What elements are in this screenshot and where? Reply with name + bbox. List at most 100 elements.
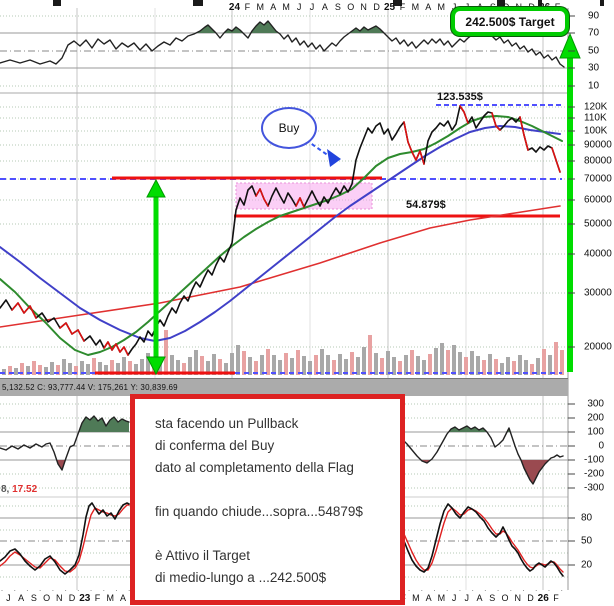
rsi-scale-label: 30 [588, 62, 600, 74]
month-label: J [451, 593, 457, 603]
month-label: J [451, 2, 457, 12]
long-trendline-red [0, 205, 561, 328]
momentum-under-fill [387, 460, 563, 484]
rsi-scale-label: 10 [588, 80, 600, 92]
volume-bar [548, 355, 552, 375]
volume-bar [158, 362, 162, 375]
price-down-segment [59, 322, 85, 342]
price-down-segment [295, 197, 305, 208]
volume-bar [410, 350, 414, 375]
volume-bar [260, 355, 264, 375]
stoch-scale-label: 50 [581, 535, 593, 547]
price-down-segment [11, 302, 37, 319]
analysis-note-box[interactable]: sta facendo un Pullback di conferma del B… [130, 394, 405, 605]
month-label: O [501, 593, 509, 603]
volume-bar [308, 361, 312, 375]
month-label: D [373, 2, 380, 12]
volume-bar [356, 357, 360, 375]
volume-bar [98, 362, 102, 375]
year-label: 24 [228, 2, 241, 13]
fast-ma-green [0, 115, 563, 356]
month-label: M [437, 593, 446, 603]
volume-bar [182, 363, 186, 375]
volume-bar [392, 357, 396, 375]
price-down-segment [459, 105, 469, 124]
title-text-fragment [538, 0, 542, 6]
month-label: D [68, 593, 76, 603]
support-price-label: 54.879$ [406, 199, 446, 211]
month-label: N [56, 593, 63, 603]
momentum-scale-label: 200 [587, 412, 604, 424]
stochastic-k-fragment: 8, [1, 484, 10, 495]
buy-arrow-line [305, 139, 330, 157]
month-label: N [514, 593, 521, 603]
volume-bar [464, 357, 468, 375]
volume-bar [518, 355, 522, 375]
buy-annotation-ellipse[interactable]: Buy [261, 107, 317, 149]
month-label: J [296, 2, 302, 12]
volume-bar [344, 359, 348, 375]
volume-bar [176, 360, 180, 375]
month-label: A [425, 593, 432, 603]
volume-bar [38, 365, 42, 375]
volume-bar [338, 354, 342, 375]
month-label: O [43, 593, 51, 603]
title-text-fragment [497, 0, 505, 6]
volume-bar [80, 361, 84, 375]
stochastic-d-value: 17.52 [12, 484, 38, 495]
month-label: N [360, 2, 367, 12]
volume-bar [122, 357, 126, 375]
volume-bar [104, 365, 108, 375]
main-x-axis-strip[interactable]: 5,132.52 C: 93,777.44 V: 175,261 Y: 30,8… [0, 378, 568, 396]
stoch-k-line [387, 503, 564, 577]
momentum-over-fill [387, 426, 563, 432]
title-text-fragment [600, 0, 604, 6]
month-label: M [437, 2, 445, 12]
volume-bar [68, 363, 72, 375]
volume-bar [350, 352, 354, 375]
volume-bar [74, 366, 78, 375]
momentum-scale-label: 100 [587, 426, 604, 438]
note-line: di medio-lungo a ...242.500$ [155, 570, 327, 585]
price-down-segment [519, 116, 529, 151]
month-label: O [347, 2, 355, 12]
rsi-scale-label: 50 [588, 45, 600, 57]
month-label: M [106, 593, 114, 603]
rsi-scale-label: 90 [588, 10, 600, 22]
month-label: M [256, 2, 265, 12]
measure-arrow-head-up [146, 178, 166, 198]
volume-bar [416, 356, 420, 375]
volume-bar [374, 353, 378, 375]
volume-bar [272, 355, 276, 375]
momentum-scale-label: 300 [587, 398, 604, 410]
momentum-scale-label: -300 [583, 482, 604, 494]
target-arrow-head [559, 32, 581, 59]
volume-bar [200, 356, 204, 375]
price-scale-label: 50000 [584, 218, 612, 230]
measure-arrow-head-down [146, 356, 166, 376]
stoch-scale-label: 20 [581, 559, 593, 571]
volume-bar [170, 355, 174, 375]
volume-bar [206, 361, 210, 375]
volume-bar [20, 363, 24, 375]
volume-bar [134, 364, 138, 375]
volume-bar [380, 358, 384, 375]
month-label: A [476, 593, 483, 603]
month-label: F [94, 593, 101, 603]
note-line: di conferma del Buy [155, 438, 275, 453]
volume-bar [500, 363, 504, 375]
flag-pattern-rect [235, 182, 373, 210]
volume-bar [26, 366, 30, 375]
month-label: A [270, 2, 277, 12]
volume-bar [452, 345, 456, 375]
stochastic-value-readout: 8, 17.52 [1, 484, 37, 495]
target-annotation-box[interactable]: 242.500$ Target [451, 7, 569, 36]
note-line [155, 523, 400, 545]
stoch-d-line [387, 507, 564, 573]
price-scale-label: 80000 [584, 155, 612, 167]
title-text-fragment [193, 0, 203, 6]
month-label: F [399, 2, 406, 12]
volume-bar [92, 358, 96, 375]
ohlc-info-text: 5,132.52 C: 93,777.44 V: 175,261 Y: 30,8… [2, 383, 178, 392]
